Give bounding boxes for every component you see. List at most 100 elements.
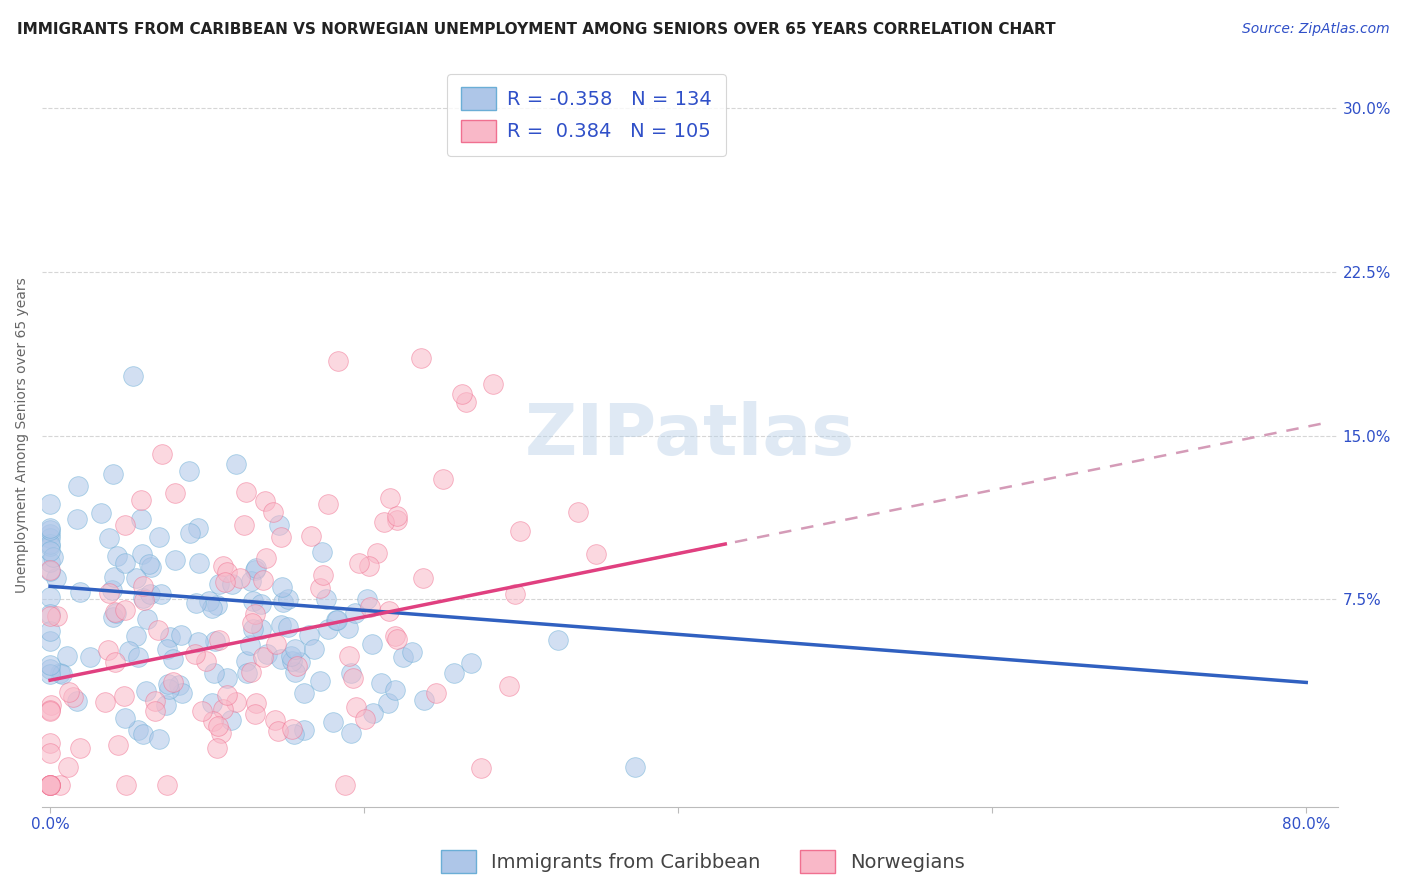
Point <box>270 618 292 632</box>
Point <box>370 676 392 690</box>
Point <box>39 698 62 712</box>
Point <box>205 740 228 755</box>
Point <box>49 666 72 681</box>
Point <box>45 571 67 585</box>
Point <box>366 546 388 560</box>
Point <box>39 778 62 792</box>
Point <box>242 593 264 607</box>
Point <box>121 368 143 383</box>
Point <box>41 550 63 565</box>
Point <box>285 659 308 673</box>
Point <box>284 665 307 680</box>
Point <box>39 658 62 673</box>
Point <box>187 635 209 649</box>
Point <box>209 726 232 740</box>
Point <box>39 523 62 537</box>
Point <box>250 622 273 636</box>
Point <box>135 612 157 626</box>
Point <box>148 530 170 544</box>
Point <box>225 695 247 709</box>
Point <box>97 586 120 600</box>
Point <box>51 667 73 681</box>
Point <box>361 706 384 721</box>
Point <box>290 655 312 669</box>
Point <box>155 642 177 657</box>
Point <box>139 587 162 601</box>
Point <box>39 778 62 792</box>
Point <box>481 376 503 391</box>
Point <box>205 599 228 613</box>
Point <box>186 596 208 610</box>
Point <box>157 677 180 691</box>
Point <box>156 778 179 792</box>
Point <box>373 516 395 530</box>
Point <box>104 655 127 669</box>
Point <box>311 568 333 582</box>
Point <box>127 723 149 738</box>
Point <box>39 624 62 638</box>
Point <box>270 652 292 666</box>
Point <box>315 592 337 607</box>
Point <box>97 643 120 657</box>
Point <box>177 464 200 478</box>
Point <box>46 608 69 623</box>
Point <box>235 485 257 500</box>
Point <box>195 654 218 668</box>
Point <box>547 632 569 647</box>
Point <box>94 695 117 709</box>
Point <box>112 690 135 704</box>
Point <box>39 778 62 792</box>
Point <box>298 628 321 642</box>
Point <box>69 584 91 599</box>
Point <box>377 696 399 710</box>
Point <box>339 726 361 740</box>
Legend: R = -0.358   N = 134, R =  0.384   N = 105: R = -0.358 N = 134, R = 0.384 N = 105 <box>447 74 725 155</box>
Point <box>250 597 273 611</box>
Point <box>425 686 447 700</box>
Point <box>361 637 384 651</box>
Point <box>284 641 307 656</box>
Point <box>114 517 136 532</box>
Point <box>39 544 62 558</box>
Point <box>242 622 264 636</box>
Point <box>311 545 333 559</box>
Point <box>254 550 277 565</box>
Point <box>190 704 212 718</box>
Point <box>215 565 238 579</box>
Point <box>245 696 267 710</box>
Point <box>56 759 79 773</box>
Point <box>114 602 136 616</box>
Point <box>337 648 360 663</box>
Point <box>277 591 299 606</box>
Point <box>326 613 349 627</box>
Point <box>217 672 239 686</box>
Point <box>326 354 349 368</box>
Point <box>39 555 62 569</box>
Point <box>264 637 287 651</box>
Point <box>219 713 242 727</box>
Point <box>202 714 225 729</box>
Point <box>66 693 89 707</box>
Point <box>170 628 193 642</box>
Point <box>39 736 62 750</box>
Point <box>39 607 62 622</box>
Point <box>55 648 77 663</box>
Point <box>509 524 531 538</box>
Point <box>239 638 262 652</box>
Point <box>235 654 257 668</box>
Point <box>58 685 80 699</box>
Point <box>39 540 62 554</box>
Point <box>132 591 155 605</box>
Point <box>309 581 332 595</box>
Point <box>263 713 285 727</box>
Y-axis label: Unemployment Among Seniors over 65 years: Unemployment Among Seniors over 65 years <box>15 277 30 593</box>
Point <box>125 571 148 585</box>
Point <box>470 761 492 775</box>
Point <box>280 648 302 663</box>
Point <box>384 629 406 643</box>
Point <box>90 506 112 520</box>
Point <box>322 714 344 729</box>
Point <box>359 559 381 574</box>
Point <box>567 505 589 519</box>
Point <box>281 654 304 668</box>
